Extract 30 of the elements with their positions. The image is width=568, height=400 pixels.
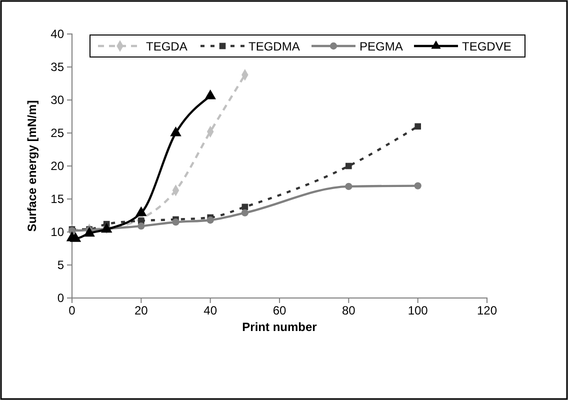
y-tick-label: 40 — [50, 26, 64, 41]
legend-label: TEGDMA — [248, 40, 300, 54]
y-tick-label: 10 — [50, 224, 64, 239]
point — [138, 222, 145, 230]
x-tick-label: 40 — [204, 304, 218, 318]
x-tick-label: 60 — [272, 304, 286, 318]
point — [414, 182, 422, 190]
point — [241, 209, 248, 216]
y-tick-label: 35 — [50, 60, 64, 74]
point — [345, 182, 352, 190]
point — [172, 218, 180, 226]
x-tick-label: 20 — [134, 304, 148, 318]
legend-label: TEGDA — [146, 40, 188, 54]
y-tick-label: 30 — [50, 92, 64, 107]
point — [206, 216, 214, 224]
y-tick-label: 5 — [57, 258, 64, 272]
point — [414, 123, 421, 130]
legend-label: PEGMA — [360, 40, 403, 54]
y-axis-title: Surface energy [mN/m] — [25, 100, 39, 232]
y-tick-label: 15 — [50, 192, 64, 206]
point — [346, 162, 352, 170]
x-tick-label: 120 — [476, 304, 498, 318]
legend-label: TEGDVE — [462, 40, 512, 54]
x-axis-title: Print number — [242, 320, 318, 334]
x-tick-label: 0 — [68, 304, 76, 318]
y-tick-label: 25 — [50, 126, 64, 140]
y-tick-label: 20 — [50, 158, 64, 173]
y-tick-label: 0 — [57, 290, 64, 305]
x-tick-label: 100 — [408, 304, 428, 318]
x-tick-label: 80 — [342, 304, 356, 318]
